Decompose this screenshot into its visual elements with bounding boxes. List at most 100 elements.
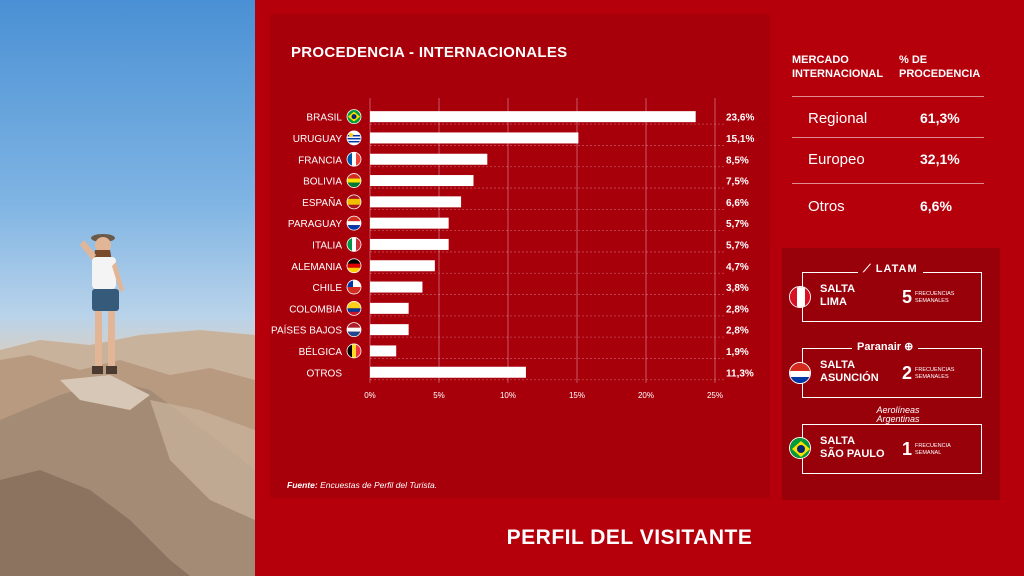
bar xyxy=(370,281,423,293)
table-row-europeo-name: Europeo xyxy=(808,151,865,168)
category-label: FRANCIA xyxy=(298,155,342,166)
flight-frequency-label: FRECUENCIAS SEMANALES xyxy=(915,367,954,381)
bar xyxy=(370,345,397,357)
bar xyxy=(370,217,449,229)
flight-box-latam: SALTA LIMA 5 FRECUENCIAS SEMANALES xyxy=(802,272,982,322)
category-label: BOLIVIA xyxy=(303,177,342,188)
bar xyxy=(370,260,435,272)
brazil-flag-icon xyxy=(346,109,362,125)
x-tick-label: 10% xyxy=(500,391,516,400)
italy-flag-icon xyxy=(346,237,362,252)
x-tick-label: 0% xyxy=(364,391,376,400)
flight-destination: LIMA xyxy=(820,296,847,308)
aerolineas-logo-text: Aerolíneas Argentinas xyxy=(876,405,920,424)
flight-frequency-label: FRECUENCIA SEMANAL xyxy=(915,443,951,457)
value-label: 5,7% xyxy=(726,240,749,251)
x-tick-label: 20% xyxy=(638,391,654,400)
flight-count: 5 xyxy=(902,287,913,307)
x-tick-label: 5% xyxy=(433,391,445,400)
freq-line2: SEMANALES xyxy=(915,374,949,380)
table-header-market-line2: INTERNACIONAL xyxy=(792,68,884,80)
bar xyxy=(370,324,409,336)
latam-logo: ⟋ LATAM xyxy=(858,263,923,276)
belgium-flag-icon xyxy=(346,343,362,359)
table-row-otros-value: 6,6% xyxy=(920,198,952,214)
value-label: 11,3% xyxy=(726,368,754,379)
flight-route: SALTA LIMA xyxy=(820,283,855,309)
hiker-figure xyxy=(80,234,124,374)
colombia-flag-icon xyxy=(346,300,362,316)
brazil-flag-icon xyxy=(789,437,811,459)
value-label: 15,1% xyxy=(726,134,754,145)
hero-photo xyxy=(0,0,255,576)
germany-flag-icon xyxy=(346,258,362,274)
flight-route: SALTA ASUNCIÓN xyxy=(820,359,879,385)
table-divider xyxy=(792,183,984,184)
table-header-market-line1: MERCADO xyxy=(792,54,849,66)
value-label: 8,5% xyxy=(726,155,749,166)
category-label: ESPAÑA xyxy=(302,196,342,209)
flight-origin: SALTA xyxy=(820,435,856,447)
flight-origin: SALTA xyxy=(820,359,856,371)
table-header-percent-line1: % DE xyxy=(899,54,928,66)
flight-frequency-label: FRECUENCIAS SEMANALES xyxy=(915,291,954,305)
france-flag-icon xyxy=(346,151,362,167)
category-label: PAÍSES BAJOS xyxy=(271,324,342,337)
value-label: 7,5% xyxy=(726,177,749,188)
flight-origin: SALTA xyxy=(820,283,856,295)
value-label: 2,8% xyxy=(726,304,749,315)
value-label: 4,7% xyxy=(726,262,749,273)
bar xyxy=(370,302,409,314)
freq-line2: SEMANAL xyxy=(915,450,942,456)
bolivia-flag-icon xyxy=(346,173,362,188)
value-label: 3,8% xyxy=(726,283,749,294)
freq-line1: FRECUENCIA xyxy=(915,443,951,449)
flight-route: SALTA SÃO PAULO xyxy=(820,435,885,461)
paraguay-flag-icon xyxy=(789,362,811,384)
category-label: CHILE xyxy=(313,283,343,294)
flight-destination: SÃO PAULO xyxy=(820,448,885,460)
source-note: Fuente: Encuestas de Perfil del Turista. xyxy=(287,480,437,490)
chart-card xyxy=(270,14,770,498)
netherlands-flag-icon xyxy=(346,322,362,338)
category-label: ALEMANIA xyxy=(291,262,342,273)
category-label: BRASIL xyxy=(306,113,342,124)
spain-flag-icon xyxy=(346,194,362,210)
page-footer-title: PERFIL DEL VISITANTE xyxy=(0,526,1024,550)
table-row-regional-value: 61,3% xyxy=(920,110,960,126)
source-text: Encuestas de Perfil del Turista. xyxy=(320,480,438,490)
table-divider xyxy=(792,137,984,138)
table-row-otros-name: Otros xyxy=(808,198,845,215)
table-divider xyxy=(792,96,984,97)
category-label: OTROS xyxy=(306,368,342,379)
flight-destination: ASUNCIÓN xyxy=(820,372,879,384)
latam-logo-text: LATAM xyxy=(875,263,918,275)
category-label: ITALIA xyxy=(312,240,342,251)
chart-title: PROCEDENCIA - INTERNACIONALES xyxy=(291,44,568,61)
paranair-logo: Paranair ⊕ xyxy=(852,340,919,353)
uruguay-flag-icon xyxy=(346,130,362,146)
category-label: PARAGUAY xyxy=(288,219,342,230)
bar xyxy=(370,111,696,123)
flight-box-aerolineas: SALTA SÃO PAULO 1 FRECUENCIA SEMANAL xyxy=(802,424,982,474)
x-tick-label: 25% xyxy=(707,391,723,400)
value-label: 1,9% xyxy=(726,347,749,358)
flight-count: 2 xyxy=(902,363,913,383)
paranair-logo-text: Paranair xyxy=(857,341,902,353)
bar xyxy=(370,238,449,250)
table-header-market: MERCADO INTERNACIONAL xyxy=(792,53,883,81)
chile-flag-icon xyxy=(346,279,362,295)
bar xyxy=(370,132,579,144)
value-label: 6,6% xyxy=(726,198,749,209)
table-header-percent-line2: PROCEDENCIA xyxy=(899,68,981,80)
flights-card xyxy=(782,248,1000,500)
value-label: 23,6% xyxy=(726,113,754,124)
flight-count: 1 xyxy=(902,439,913,459)
aerolineas-argentinas-logo: Aerolíneas Argentinas xyxy=(858,406,938,424)
value-label: 2,8% xyxy=(726,326,749,337)
paraguay-flag-icon xyxy=(346,215,362,231)
table-row-europeo-value: 32,1% xyxy=(920,151,960,167)
table-header-percent: % DE PROCEDENCIA xyxy=(899,53,980,81)
freq-line2: SEMANALES xyxy=(915,298,949,304)
category-label: COLOMBIA xyxy=(289,304,342,315)
